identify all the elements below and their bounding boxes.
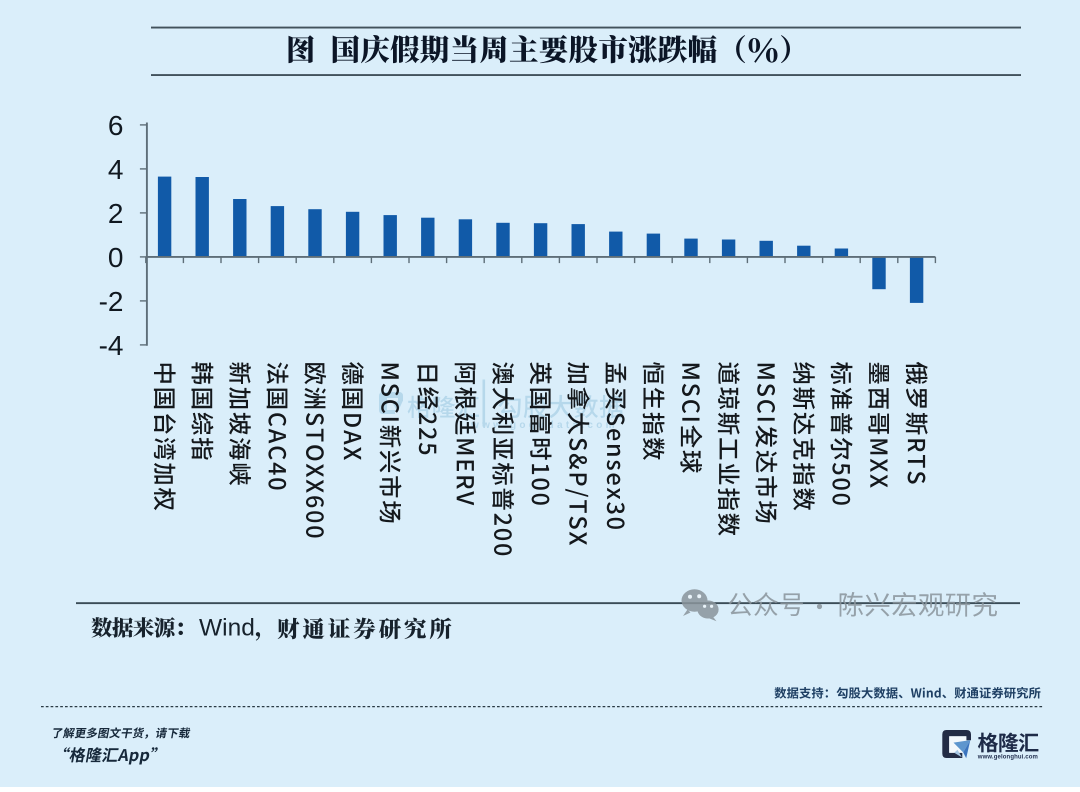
svg-text:0: 0: [108, 242, 124, 273]
svg-text:-2: -2: [99, 286, 124, 317]
svg-text:4: 4: [108, 154, 124, 185]
svg-text:www.gogudata.com: www.gogudata.com: [470, 420, 618, 431]
svg-text:Wind: Wind: [199, 615, 255, 642]
svg-text:2: 2: [108, 198, 124, 229]
svg-text:6: 6: [108, 110, 124, 141]
svg-text:-4: -4: [99, 330, 124, 361]
svg-text:www.gelonghui.com: www.gelonghui.com: [977, 755, 1038, 761]
